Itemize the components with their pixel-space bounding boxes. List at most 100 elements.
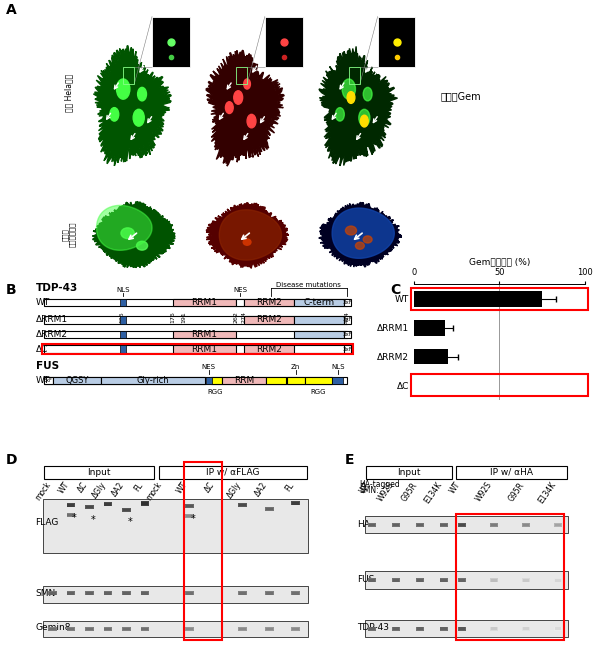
Text: A: A	[6, 3, 17, 17]
Text: 414: 414	[344, 311, 349, 323]
Bar	[43, 621, 308, 637]
Text: ΔA2: ΔA2	[110, 481, 127, 498]
Text: HA: HA	[357, 520, 370, 529]
Bar	[211, 377, 223, 385]
Circle shape	[361, 115, 368, 127]
Bar	[67, 514, 74, 516]
Bar	[490, 627, 498, 631]
Bar	[369, 579, 375, 582]
Bar	[457, 466, 567, 479]
Text: ΔRRM2: ΔRRM2	[36, 330, 68, 339]
Circle shape	[133, 109, 144, 126]
Bar	[152, 17, 190, 67]
Bar	[414, 320, 445, 336]
Bar	[344, 330, 352, 338]
Text: NES: NES	[202, 364, 215, 370]
Bar	[266, 377, 286, 385]
Bar	[523, 579, 529, 582]
Bar	[104, 628, 112, 631]
Bar	[223, 377, 266, 385]
Text: ヒト Hela細胞: ヒト Hela細胞	[65, 73, 74, 112]
Text: *: *	[91, 515, 95, 525]
Bar	[142, 628, 148, 631]
Text: QGSY: QGSY	[65, 376, 89, 385]
Bar	[142, 502, 148, 504]
Bar	[392, 578, 400, 582]
Text: NES: NES	[233, 287, 247, 293]
Bar	[85, 627, 94, 631]
Bar	[522, 578, 530, 582]
Text: IP w/ αHA: IP w/ αHA	[490, 468, 533, 477]
Bar	[292, 628, 299, 631]
Text: 3xF: 3xF	[343, 346, 353, 352]
Bar	[120, 316, 126, 324]
Bar	[458, 523, 466, 527]
Bar	[104, 627, 112, 631]
Bar	[416, 627, 423, 630]
Text: C-term: C-term	[304, 298, 335, 307]
Text: ΔGly: ΔGly	[91, 481, 108, 500]
Bar	[86, 506, 93, 508]
Text: 176: 176	[170, 311, 175, 323]
Text: RRM1: RRM1	[191, 344, 217, 354]
Bar	[86, 628, 93, 631]
Bar	[365, 620, 568, 637]
Text: WT: WT	[448, 481, 462, 496]
Text: 3xF: 3xF	[343, 300, 353, 305]
Bar	[366, 466, 452, 479]
Text: B: B	[6, 283, 17, 297]
Text: W92S: W92S	[474, 481, 494, 504]
Bar	[554, 627, 562, 631]
Bar	[305, 377, 332, 385]
Bar	[440, 627, 448, 631]
Bar	[410, 374, 589, 397]
Text: E134K: E134K	[536, 481, 558, 506]
Text: ΔC: ΔC	[76, 481, 89, 494]
Bar	[392, 627, 399, 630]
Bar	[292, 627, 300, 631]
Text: WT: WT	[175, 481, 190, 496]
Circle shape	[335, 108, 344, 121]
Bar	[414, 348, 448, 364]
Bar	[67, 504, 74, 506]
Bar	[173, 330, 236, 338]
Text: ΔC: ΔC	[203, 481, 216, 494]
Bar	[236, 299, 244, 307]
Polygon shape	[220, 210, 281, 260]
Text: Gemin8: Gemin8	[198, 194, 237, 203]
Text: G95R: G95R	[506, 481, 526, 503]
Bar	[491, 627, 497, 630]
Text: 矢印がGem: 矢印がGem	[441, 91, 482, 101]
Bar	[458, 627, 466, 631]
Bar	[490, 523, 498, 527]
Bar	[67, 503, 75, 508]
Circle shape	[359, 109, 370, 126]
Text: Input: Input	[88, 468, 111, 477]
Bar	[392, 579, 399, 582]
Bar	[120, 345, 126, 353]
Bar	[186, 628, 193, 631]
Text: *: *	[128, 517, 133, 527]
Bar	[266, 508, 273, 510]
Bar	[368, 523, 376, 527]
Bar	[244, 316, 294, 324]
Text: D: D	[6, 453, 17, 467]
Bar	[294, 316, 344, 324]
Bar	[522, 523, 530, 527]
Bar	[43, 586, 308, 603]
Bar	[44, 377, 53, 385]
Bar	[49, 628, 56, 631]
Polygon shape	[92, 202, 175, 268]
Bar	[67, 627, 75, 631]
Bar	[369, 524, 375, 526]
Bar	[158, 466, 307, 479]
Bar	[67, 591, 75, 596]
Bar	[440, 524, 447, 526]
Bar	[238, 591, 247, 596]
Bar	[173, 345, 236, 353]
Bar	[122, 627, 131, 631]
Bar	[85, 505, 94, 510]
Bar	[123, 509, 130, 512]
Circle shape	[226, 102, 233, 114]
Bar	[44, 316, 347, 324]
